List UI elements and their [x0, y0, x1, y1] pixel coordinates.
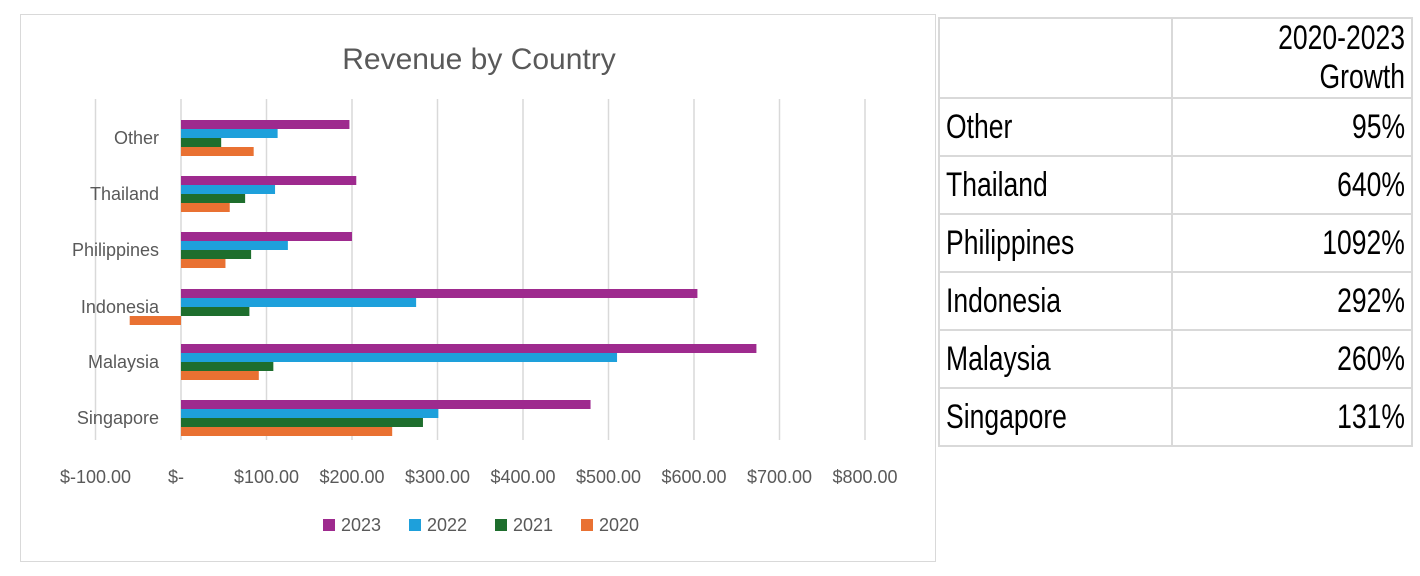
bar-2020-philippines	[181, 259, 226, 268]
bar-2020-thailand	[181, 203, 230, 212]
growth-cell: 640%	[1171, 155, 1413, 215]
table-row: Malaysia 260%	[938, 329, 1413, 389]
legend-label: 2021	[513, 515, 553, 535]
bar-2021-malaysia	[181, 362, 274, 371]
x-tick-label: $500.00	[576, 467, 641, 487]
country-cell: Other	[938, 97, 1173, 157]
bar-2022-indonesia	[181, 298, 417, 307]
country-cell: Singapore	[938, 387, 1173, 447]
country-cell: Thailand	[938, 155, 1173, 215]
legend-swatch	[409, 519, 421, 531]
legend-label: 2022	[427, 515, 467, 535]
chart-area: Revenue by Country Other Thailand Philippi…	[20, 14, 936, 562]
table-row: Singapore 131%	[938, 387, 1413, 447]
bar-2022-malaysia	[181, 353, 618, 362]
x-tick-label: $400.00	[490, 467, 555, 487]
x-tick-label: $-	[168, 467, 184, 487]
bar-2023-thailand	[181, 176, 357, 185]
bar-2020-indonesia	[129, 316, 181, 325]
bar-2023-singapore	[181, 400, 591, 409]
x-tick-label: $800.00	[832, 467, 897, 487]
x-tick-label: $700.00	[747, 467, 812, 487]
legend-item: 2021	[495, 515, 553, 535]
header-cell-country	[938, 17, 1173, 99]
growth-cell: 95%	[1171, 97, 1413, 157]
bar-2021-other	[181, 138, 222, 147]
country-cell: Philippines	[938, 213, 1173, 273]
bars	[129, 120, 757, 436]
growth-cell: 131%	[1171, 387, 1413, 447]
table-row: Philippines 1092%	[938, 213, 1413, 273]
x-tick-label: $300.00	[405, 467, 470, 487]
bar-2021-thailand	[181, 194, 246, 203]
bar-2022-singapore	[181, 409, 439, 418]
growth-cell: 292%	[1171, 271, 1413, 331]
bar-2020-other	[181, 147, 254, 156]
bar-2021-philippines	[181, 250, 252, 259]
bar-2022-other	[181, 129, 278, 138]
legend-swatch	[581, 519, 593, 531]
bar-2021-singapore	[181, 418, 423, 427]
legend: 2023 2022 2021 2020	[323, 515, 639, 535]
bar-2020-singapore	[181, 427, 393, 436]
legend-label: 2020	[599, 515, 639, 535]
category-label: Singapore	[77, 408, 159, 428]
country-cell: Malaysia	[938, 329, 1173, 389]
legend-item: 2022	[409, 515, 467, 535]
bar-2021-indonesia	[181, 307, 250, 316]
category-label: Philippines	[72, 240, 159, 260]
x-tick-label: $-100.00	[60, 467, 131, 487]
bar-2023-indonesia	[181, 289, 698, 298]
legend-swatch	[495, 519, 507, 531]
table-row: Other 95%	[938, 97, 1413, 157]
bar-2023-philippines	[181, 232, 352, 241]
table-row: Indonesia 292%	[938, 271, 1413, 331]
header-cell-growth: 2020-2023 Growth	[1171, 17, 1413, 99]
x-tick-label: $100.00	[234, 467, 299, 487]
chart-svg: Revenue by Country Other Thailand Philippi…	[60, 43, 898, 535]
legend-item: 2020	[581, 515, 639, 535]
legend-item: 2023	[323, 515, 381, 535]
category-labels: Other Thailand Philippines Indonesia Malaysi…	[72, 128, 160, 428]
bar-2023-other	[181, 120, 350, 129]
category-label: Indonesia	[81, 297, 160, 317]
category-label: Malaysia	[88, 352, 160, 372]
bar-2022-philippines	[181, 241, 288, 250]
table-row: Thailand 640%	[938, 155, 1413, 215]
category-label: Other	[114, 128, 159, 148]
growth-table: 2020-2023 Growth Other 95% Thailand 640%…	[938, 17, 1413, 447]
legend-swatch	[323, 519, 335, 531]
bar-2022-thailand	[181, 185, 276, 194]
x-tick-labels: $-100.00 $- $100.00 $200.00 $300.00 $400.00 $5…	[60, 467, 898, 487]
growth-cell: 1092%	[1171, 213, 1413, 273]
growth-cell: 260%	[1171, 329, 1413, 389]
country-cell: Indonesia	[938, 271, 1173, 331]
x-tick-label: $200.00	[319, 467, 384, 487]
category-label: Thailand	[90, 184, 159, 204]
bar-2023-malaysia	[181, 344, 757, 353]
table-header-row: 2020-2023 Growth	[938, 17, 1413, 99]
x-tick-label: $600.00	[661, 467, 726, 487]
bar-2020-malaysia	[181, 371, 259, 380]
chart-title: Revenue by Country	[342, 43, 616, 76]
legend-label: 2023	[341, 515, 381, 535]
